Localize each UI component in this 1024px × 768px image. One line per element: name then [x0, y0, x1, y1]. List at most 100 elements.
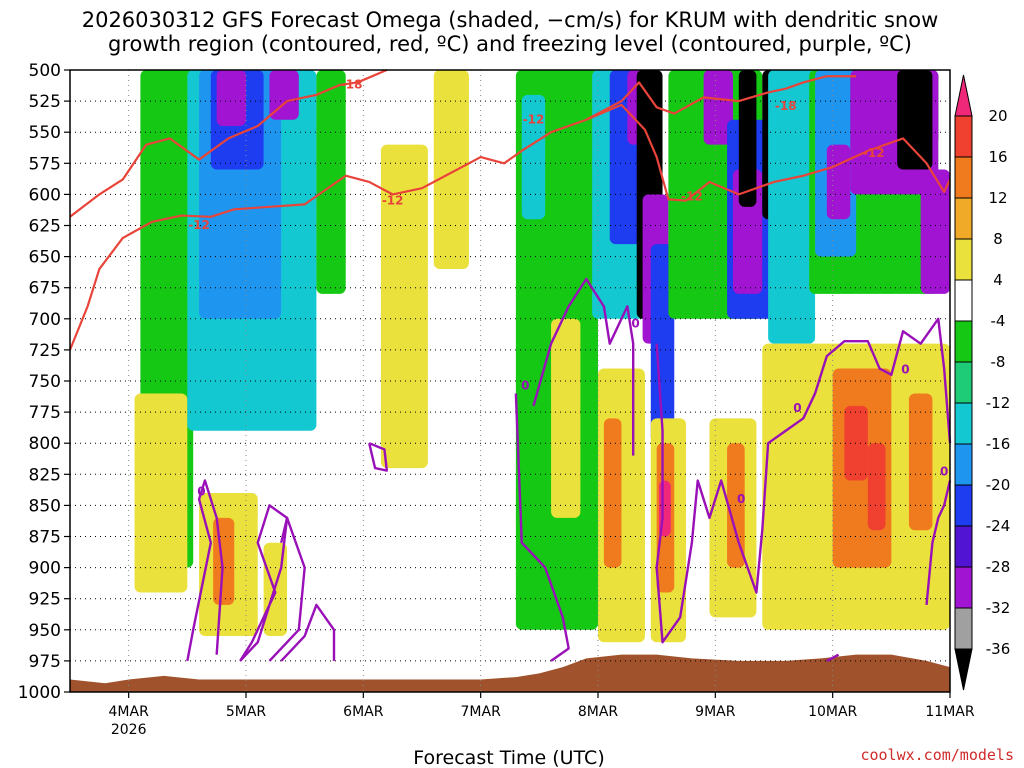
colorbar-label: -24 — [986, 517, 1011, 535]
chart-title-line-2: growth region (contoured, red, ºC) and f… — [108, 32, 912, 56]
omega-cell-purple-43 — [920, 169, 950, 294]
freezing-contour-label: 0 — [737, 492, 745, 506]
freezing-contour-layer: 0 0 0 0 0 0 0 — [186, 277, 952, 662]
y-tick-label: 875 — [29, 528, 61, 548]
x-tick-sublabel: 2026 — [111, 722, 147, 738]
x-tick-label: 8MAR — [578, 704, 619, 720]
y-tick-label: 675 — [29, 279, 61, 299]
omega-cell-red-47 — [867, 443, 886, 531]
x-tick-label: 10MAR — [808, 704, 857, 720]
colorbar-bin — [954, 279, 973, 322]
y-tick-label: 900 — [29, 559, 61, 579]
freezing-contour-label: 0 — [901, 363, 909, 377]
freezing-contour-5 — [514, 393, 570, 662]
x-tick-label: 6MAR — [343, 704, 384, 720]
omega-cell-purple-39 — [826, 144, 851, 220]
colorbar-bin — [954, 320, 973, 363]
freezing-contour-label: 0 — [793, 401, 801, 415]
colorbar-label: -20 — [986, 476, 1011, 494]
omega-cell-green-11 — [316, 70, 346, 294]
x-axis: 4MAR 2026 5MAR 6MAR 7MAR 8MAR 9MAR 10MAR 11MAR — [109, 692, 975, 738]
colorbar-bin — [954, 361, 973, 404]
y-tick-label: 950 — [29, 621, 61, 641]
y-tick-label: 750 — [29, 372, 61, 392]
x-tick-label: 7MAR — [461, 704, 502, 720]
colorbar-bin — [954, 648, 973, 691]
colorbar-label: 20 — [988, 107, 1007, 125]
omega-cell-orange-9 — [213, 517, 235, 605]
colorbar-bin — [954, 156, 973, 199]
freezing-contour-4 — [368, 442, 388, 472]
colorbar-label: -4 — [991, 312, 1006, 330]
colorbar-label: -36 — [986, 640, 1011, 658]
freezing-contour-label: 0 — [940, 465, 948, 479]
colorbar-bin — [954, 607, 973, 650]
omega-cell-black-32 — [738, 70, 757, 207]
omega-cell-yellow-2 — [134, 393, 188, 593]
omega-cell-red-46 — [844, 405, 868, 481]
freezing-contour-8 — [826, 653, 840, 662]
x-tick-label: 9MAR — [695, 704, 736, 720]
dgz-contour-minus12 — [69, 68, 388, 218]
omega-cell-yellow-12 — [380, 144, 428, 469]
colorbar-label: 16 — [988, 148, 1007, 166]
colorbar-label: -28 — [986, 558, 1011, 576]
freezing-contour-3 — [280, 603, 336, 662]
freezing-contour-label: 0 — [197, 484, 205, 498]
grid-layer — [70, 70, 950, 692]
dgz-contour-minus18 — [68, 103, 951, 351]
colorbar: 20 16 12 8 4 -4 -8 -12 -16 -20 -24 -28 -32 -36 — [954, 74, 1011, 691]
dgz-contour-layer: -18 -12 -12 -12 -18 -12 -12 — [68, 68, 951, 351]
dgz-contour-label: -12 — [523, 112, 545, 126]
omega-cell-purple-7 — [269, 70, 299, 120]
y-tick-label: 850 — [29, 496, 61, 516]
y-tick-label: 825 — [29, 465, 61, 485]
y-tick-label: 725 — [29, 341, 61, 361]
freezing-contour-0 — [186, 479, 224, 662]
colorbar-label: -8 — [991, 353, 1006, 371]
colorbar-label: 4 — [993, 271, 1003, 289]
y-tick-label: 650 — [29, 248, 61, 268]
freezing-contour-label: 0 — [631, 317, 639, 331]
dgz-contour-label: -18 — [341, 78, 363, 92]
omega-cell-purple-29 — [703, 70, 733, 145]
freezing-contour-2 — [268, 516, 306, 662]
freezing-contour-label: 0 — [521, 379, 529, 393]
colorbar-label: 8 — [993, 230, 1003, 248]
x-tick-label: 5MAR — [226, 704, 267, 720]
colorbar-label: 12 — [988, 189, 1007, 207]
terrain-surface — [70, 654, 950, 692]
y-tick-label: 925 — [29, 590, 61, 610]
y-tick-label: 1000 — [18, 683, 61, 703]
credit-link[interactable]: coolwx.com/models — [860, 746, 1014, 764]
colorbar-bin — [954, 443, 973, 486]
colorbar-bin — [954, 566, 973, 609]
colorbar-bin — [954, 197, 973, 240]
omega-cell-teal-15 — [521, 94, 546, 220]
chart-title-line-1: 2026030312 GFS Forecast Omega (shaded, −… — [82, 8, 939, 32]
y-tick-label: 575 — [29, 154, 61, 174]
dgz-contour-label: -12 — [382, 193, 404, 207]
y-tick-label: 975 — [29, 652, 61, 672]
terrain-layer — [70, 654, 950, 692]
omega-cell-yellow-16 — [551, 318, 581, 518]
dgz-contour-label: -12 — [863, 146, 885, 160]
omega-cell-orange-48 — [908, 393, 933, 531]
colorbar-bin — [954, 402, 973, 445]
dgz-contour-label: -12 — [188, 218, 210, 232]
colorbar-label: -32 — [986, 599, 1011, 617]
freezing-contour-1 — [239, 504, 289, 662]
y-tick-label: 625 — [29, 217, 61, 237]
colorbar-bin — [954, 74, 973, 117]
colorbar-bin — [954, 525, 973, 568]
x-tick-label: 4MAR — [109, 704, 150, 720]
x-axis-label: Forecast Time (UTC) — [413, 747, 604, 768]
omega-cell-black-42 — [897, 70, 933, 170]
y-tick-label: 800 — [29, 434, 61, 454]
colorbar-label: -12 — [986, 394, 1011, 412]
x-tick-label: 11MAR — [925, 704, 974, 720]
dgz-contour-upper — [585, 75, 857, 121]
omega-cell-orange-21 — [603, 418, 622, 568]
y-tick-label: 775 — [29, 403, 61, 423]
